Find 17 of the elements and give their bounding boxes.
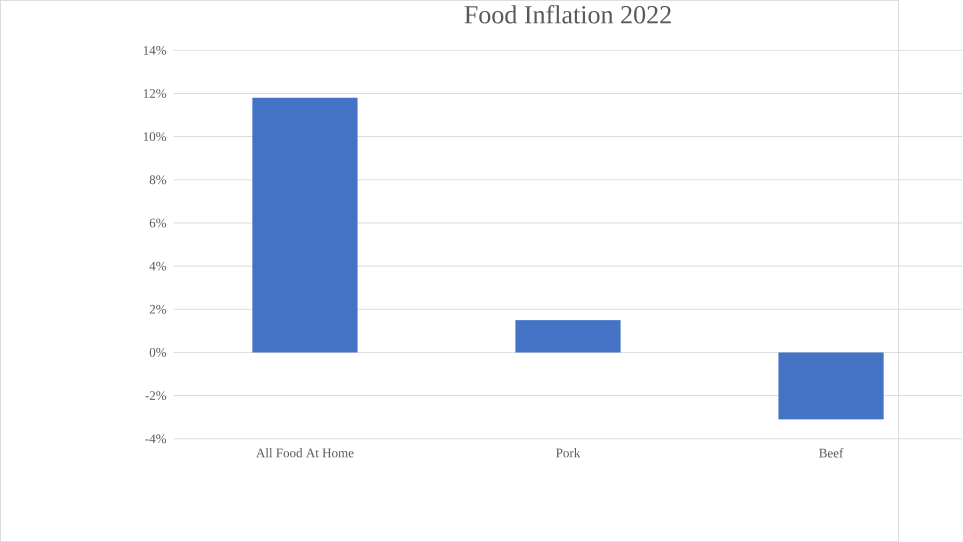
y-tick-label: -2% [145, 391, 166, 400]
x-tick-label: All Food At Home [256, 448, 354, 458]
y-tick-label: 4% [149, 262, 166, 270]
y-tick-label: 12% [144, 88, 166, 98]
bar [252, 98, 358, 352]
y-tick-label: -4% [145, 434, 166, 444]
y-tick-label: 14% [144, 46, 166, 55]
bar [778, 352, 884, 420]
y-tick-label: 6% [150, 218, 166, 228]
x-tick-label: Beef [819, 448, 844, 458]
y-tick-label: 8% [150, 175, 166, 184]
bar [515, 320, 621, 352]
y-tick-label: 10% [144, 132, 166, 141]
chart-title: Food Inflation 2022 [464, 4, 671, 24]
x-tick-label: Pork [556, 448, 580, 458]
y-tick-label: 2% [150, 304, 166, 314]
y-tick-label: 0% [150, 348, 166, 357]
